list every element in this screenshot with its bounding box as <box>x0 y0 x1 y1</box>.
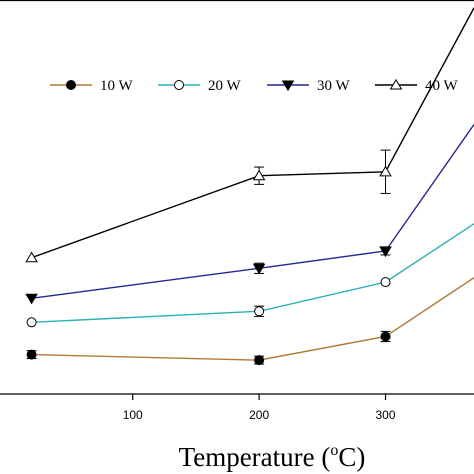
x-tick-label: 200 <box>249 408 269 422</box>
legend-label: 40 W <box>425 78 458 94</box>
series-10w <box>26 277 474 366</box>
data-point-marker <box>252 169 266 181</box>
series-line <box>31 124 474 299</box>
data-point-marker <box>252 263 266 275</box>
data-point-marker <box>26 349 37 360</box>
legend-label: 20 W <box>208 78 241 94</box>
series-40w <box>25 7 474 263</box>
legend-item: 10 W <box>50 78 133 94</box>
data-point-marker <box>66 80 76 90</box>
series-line <box>31 277 474 361</box>
series-line <box>31 7 474 259</box>
x-axis-ticks: 100 200 300 <box>123 394 396 422</box>
data-point-marker <box>25 251 38 263</box>
legend-item: 20 W <box>158 78 241 94</box>
data-point-marker <box>281 80 295 92</box>
legend-label: 30 W <box>317 78 350 94</box>
legend: 10 W 20 W 30 W 40 W <box>50 78 458 94</box>
series-layer <box>25 7 474 366</box>
data-point-marker <box>254 306 265 317</box>
legend-label: 10 W <box>100 78 133 94</box>
data-point-marker <box>379 246 392 258</box>
legend-item: 30 W <box>267 78 350 94</box>
data-point-marker <box>389 78 403 90</box>
data-point-marker <box>379 165 392 177</box>
data-point-marker <box>380 277 391 288</box>
x-tick-label: 100 <box>123 408 143 422</box>
data-point-marker <box>380 331 391 342</box>
plot-frame <box>0 0 474 395</box>
series-line <box>31 223 474 323</box>
data-point-marker <box>174 80 184 90</box>
data-point-marker <box>25 293 38 305</box>
x-axis-title-main: Temperature ( <box>179 442 331 472</box>
legend-item: 40 W <box>375 78 458 94</box>
data-point-marker <box>254 355 265 366</box>
x-axis-title: Temperature (oC) <box>179 442 366 472</box>
x-tick-label: 300 <box>376 408 396 422</box>
series-20w <box>26 223 474 328</box>
series-30w <box>25 124 474 305</box>
x-axis-title-unit: C) <box>338 442 365 472</box>
data-point-marker <box>26 317 37 328</box>
x-axis-title-degree: o <box>330 442 338 459</box>
